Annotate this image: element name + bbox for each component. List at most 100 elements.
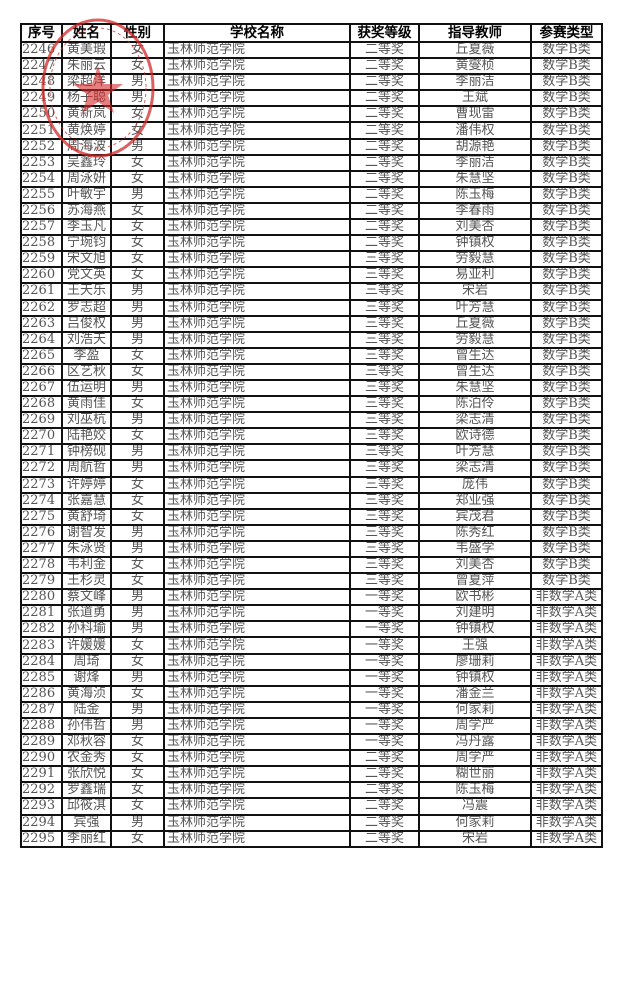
table-row: 2272 周航哲男玉林师范学院 三等奖 梁志清 数学B类 xyxy=(20,459,603,478)
cell-name: 黄海浈 xyxy=(61,684,112,703)
cell-award: 一等奖 xyxy=(349,604,420,623)
cell-award: 二等奖 xyxy=(349,813,420,832)
table-row: 2277 朱泳贤男玉林师范学院 三等奖 韦盛学 数学B类 xyxy=(20,539,603,559)
cell-gender: 男 xyxy=(110,282,165,301)
cell-gender: 女 xyxy=(110,362,165,381)
cell-school: 玉林师范学院 xyxy=(163,620,351,639)
table-row: 2283 许媛媛女玉林师范学院 一等奖 王强 非数学A类 xyxy=(20,636,603,655)
cell-seq: 2288 xyxy=(20,716,63,736)
cell-award: 三等奖 xyxy=(349,411,420,430)
cell-seq: 2257 xyxy=(20,218,63,237)
table-row: 2293 邱筱淇女玉林师范学院 二等奖 冯震 非数学A类 xyxy=(20,797,603,816)
cell-award: 三等奖 xyxy=(349,266,420,285)
cell-teacher: 廖珊莉 xyxy=(418,652,532,671)
cell-teacher: 李丽洁 xyxy=(418,73,532,92)
cell-teacher: 冯震 xyxy=(418,797,532,816)
cell-name: 孙伟哲 xyxy=(61,716,112,736)
cell-seq: 2267 xyxy=(20,378,63,398)
cell-name: 邓秋容 xyxy=(61,733,112,752)
cell-teacher: 潘金兰 xyxy=(418,684,532,703)
cell-category: 数学B类 xyxy=(530,234,603,253)
cell-school: 玉林师范学院 xyxy=(163,829,351,848)
cell-teacher: 欧诗德 xyxy=(418,427,532,446)
cell-school: 玉林师范学院 xyxy=(163,427,351,446)
cell-award: 三等奖 xyxy=(349,395,420,414)
cell-name: 陆金 xyxy=(61,700,112,719)
header-category: 参赛类型 xyxy=(530,23,603,43)
cell-teacher: 何家莉 xyxy=(418,813,532,832)
cell-school: 玉林师范学院 xyxy=(163,330,351,349)
cell-category: 非数学A类 xyxy=(530,700,603,719)
cell-gender: 女 xyxy=(110,475,165,494)
cell-seq: 2253 xyxy=(20,153,63,172)
cell-teacher: 冯丹露 xyxy=(418,733,532,752)
cell-school: 玉林师范学院 xyxy=(163,73,351,92)
cell-name: 朱丽云 xyxy=(61,57,112,76)
table-row: 2252 周海波男玉林师范学院 二等奖 胡源艳 数学B类 xyxy=(20,137,603,156)
cell-school: 玉林师范学院 xyxy=(163,652,351,671)
cell-name: 吴鑫玲 xyxy=(61,153,112,172)
cell-gender: 男 xyxy=(110,411,165,430)
cell-teacher: 黄燮桢 xyxy=(418,57,532,76)
cell-school: 玉林师范学院 xyxy=(163,459,351,478)
cell-gender: 男 xyxy=(110,668,165,687)
cell-category: 数学B类 xyxy=(530,346,603,365)
table-row: 2250 黄新岚女玉林师范学院 二等奖 曹现雷 数学B类 xyxy=(20,105,603,124)
table-row: 2268 黄雨佳女玉林师范学院 三等奖 陈泊伶 数学B类 xyxy=(20,395,603,414)
cell-name: 邱筱淇 xyxy=(61,797,112,816)
cell-gender: 女 xyxy=(110,266,165,285)
table-row: 2286 黄海浈女玉林师范学院 一等奖 潘金兰 非数学A类 xyxy=(20,684,603,703)
table-row: 2246 黄美瑕女玉林师范学院 二等奖 丘夏薇 数学B类 xyxy=(20,40,603,60)
cell-gender: 女 xyxy=(110,555,165,575)
table-row: 2270 陆艳姣女玉林师范学院 三等奖 欧诗德 数学B类 xyxy=(20,427,603,446)
cell-award: 一等奖 xyxy=(349,700,420,719)
cell-category: 数学B类 xyxy=(530,555,603,575)
cell-school: 玉林师范学院 xyxy=(163,700,351,719)
cell-name: 周琦 xyxy=(61,652,112,671)
table-row: 2253 吴鑫玲女玉林师范学院 二等奖 李丽洁 数学B类 xyxy=(20,153,603,172)
cell-school: 玉林师范学院 xyxy=(163,475,351,494)
cell-category: 数学B类 xyxy=(530,491,603,510)
cell-name: 宋文旭 xyxy=(61,250,112,269)
cell-gender: 女 xyxy=(110,684,165,703)
cell-school: 玉林师范学院 xyxy=(163,733,351,752)
cell-name: 刘巫杭 xyxy=(61,411,112,430)
cell-award: 二等奖 xyxy=(349,749,420,768)
cell-award: 一等奖 xyxy=(349,588,420,607)
cell-teacher: 宾茂君 xyxy=(418,507,532,526)
cell-gender: 男 xyxy=(110,73,165,92)
cell-award: 二等奖 xyxy=(349,781,420,800)
cell-category: 非数学A类 xyxy=(530,749,603,768)
cell-award: 二等奖 xyxy=(349,57,420,76)
cell-category: 数学B类 xyxy=(530,427,603,446)
cell-award: 三等奖 xyxy=(349,250,420,269)
cell-teacher: 李春雨 xyxy=(418,201,532,221)
cell-school: 玉林师范学院 xyxy=(163,555,351,575)
cell-name: 张欣悦 xyxy=(61,765,112,784)
cell-teacher: 劳毅慧 xyxy=(418,250,532,269)
cell-seq: 2279 xyxy=(20,572,63,591)
cell-gender: 男 xyxy=(110,716,165,736)
cell-name: 苏海燕 xyxy=(61,201,112,221)
cell-gender: 男 xyxy=(110,314,165,333)
cell-award: 三等奖 xyxy=(349,572,420,591)
cell-school: 玉林师范学院 xyxy=(163,636,351,655)
cell-teacher: 梁志清 xyxy=(418,411,532,430)
table-row: 2288 孙伟哲男玉林师范学院 一等奖 周学严 非数学A类 xyxy=(20,716,603,736)
cell-category: 数学B类 xyxy=(530,169,603,188)
cell-seq: 2265 xyxy=(20,346,63,365)
cell-school: 玉林师范学院 xyxy=(163,443,351,462)
cell-category: 数学B类 xyxy=(530,137,603,156)
cell-gender: 女 xyxy=(110,572,165,591)
cell-seq: 2268 xyxy=(20,395,63,414)
cell-teacher: 宋岩 xyxy=(418,829,532,848)
cell-teacher: 劳毅慧 xyxy=(418,330,532,349)
cell-award: 一等奖 xyxy=(349,620,420,639)
cell-gender: 女 xyxy=(110,652,165,671)
cell-award: 三等奖 xyxy=(349,362,420,381)
cell-teacher: 朱慧坚 xyxy=(418,378,532,398)
table-row: 2259 宋文旭女玉林师范学院 三等奖 劳毅慧 数学B类 xyxy=(20,250,603,269)
cell-category: 非数学A类 xyxy=(530,716,603,736)
cell-seq: 2282 xyxy=(20,620,63,639)
cell-school: 玉林师范学院 xyxy=(163,266,351,285)
